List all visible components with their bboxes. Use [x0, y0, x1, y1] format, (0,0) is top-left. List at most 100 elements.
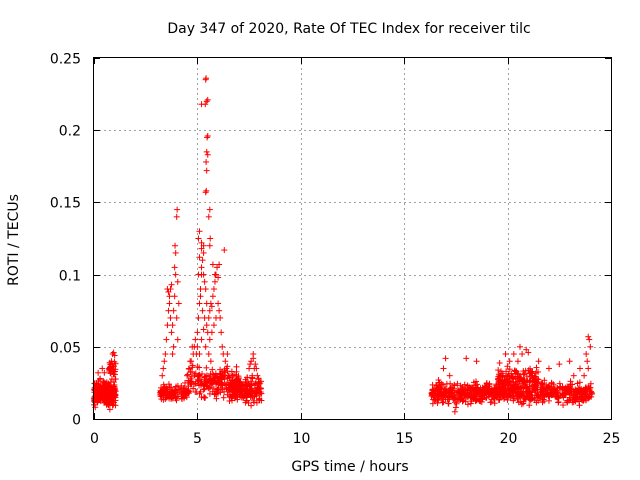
data-point [495, 367, 502, 374]
data-point [255, 375, 262, 382]
data-point [247, 361, 254, 368]
data-point [223, 365, 230, 372]
data-point [520, 368, 527, 375]
data-point [206, 307, 213, 314]
data-point [217, 370, 224, 377]
data-point [167, 314, 174, 321]
data-point [203, 98, 210, 105]
data-point [238, 388, 245, 395]
data-point [533, 364, 540, 371]
data-point [101, 369, 108, 376]
data-point [189, 362, 196, 369]
data-point [201, 278, 208, 285]
data-point [200, 249, 207, 256]
data-point [570, 372, 577, 379]
data-point [179, 387, 186, 394]
data-point [229, 386, 236, 393]
data-point [553, 393, 560, 400]
data-point [525, 349, 532, 356]
data-point [462, 390, 469, 397]
data-point [196, 300, 203, 307]
data-point [219, 343, 226, 350]
y-tick-label: 0.05 [50, 341, 81, 357]
data-point [111, 358, 118, 365]
data-point [194, 329, 201, 336]
data-point [99, 394, 106, 401]
data-point [198, 394, 205, 401]
data-point [513, 368, 520, 375]
data-point [207, 235, 214, 242]
data-point [196, 254, 203, 261]
data-point [165, 381, 172, 388]
data-point [195, 314, 202, 321]
data-point [168, 329, 175, 336]
data-point [545, 397, 552, 404]
data-point [197, 286, 204, 293]
data-point [172, 389, 179, 396]
data-point [440, 365, 447, 372]
data-point [512, 376, 519, 383]
data-point [489, 389, 496, 396]
data-point [463, 355, 470, 362]
y-tick-label: 0.1 [59, 269, 81, 285]
data-point [192, 370, 199, 377]
data-point [243, 397, 250, 404]
data-point [174, 278, 181, 285]
data-point [442, 355, 449, 362]
data-point [554, 384, 561, 391]
data-point [576, 365, 583, 372]
data-point [206, 390, 213, 397]
data-point [248, 402, 255, 409]
data-point [178, 393, 185, 400]
data-point [203, 148, 210, 155]
data-point [430, 394, 437, 401]
data-point [169, 351, 176, 358]
data-point [164, 322, 171, 329]
data-point [184, 371, 191, 378]
data-point [501, 379, 508, 386]
y-tick-label: 0.2 [59, 124, 81, 140]
data-point [194, 343, 201, 350]
data-point [216, 307, 223, 314]
data-point [429, 400, 436, 407]
data-point [165, 307, 172, 314]
data-point [554, 395, 561, 402]
data-point [538, 388, 545, 395]
data-point [576, 398, 583, 405]
data-point [209, 378, 216, 385]
data-point [576, 379, 583, 386]
data-point [506, 366, 513, 373]
data-point [559, 391, 566, 398]
data-point [105, 394, 112, 401]
data-point [172, 383, 179, 390]
data-point [547, 387, 554, 394]
y-axis-label: ROTI / TECUs [6, 194, 22, 286]
data-point [508, 373, 515, 380]
data-point [506, 377, 513, 384]
data-point [160, 365, 167, 372]
data-point [583, 388, 590, 395]
data-point [233, 391, 240, 398]
data-point [95, 369, 102, 376]
data-point [533, 399, 540, 406]
data-point [203, 382, 210, 389]
data-point [438, 380, 445, 387]
data-point [473, 378, 480, 385]
data-point [247, 394, 254, 401]
data-point [201, 376, 208, 383]
data-point [233, 371, 240, 378]
data-point [160, 396, 167, 403]
data-point [585, 333, 592, 340]
data-point [473, 358, 480, 365]
data-point [521, 395, 528, 402]
data-point [458, 395, 465, 402]
data-point [203, 187, 210, 194]
data-point [514, 358, 521, 365]
data-points [91, 75, 596, 415]
data-point [576, 393, 583, 400]
data-point [206, 242, 213, 249]
data-point [91, 401, 98, 408]
data-point [434, 382, 441, 389]
